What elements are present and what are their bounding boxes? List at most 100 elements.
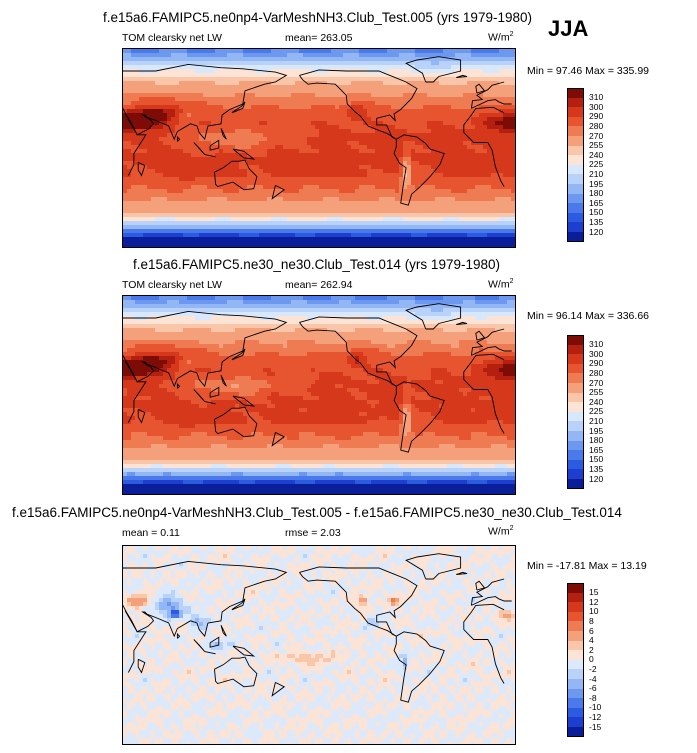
map-cell	[187, 125, 192, 130]
map-cell	[171, 89, 176, 94]
map-cell	[391, 189, 396, 194]
map-cell	[235, 109, 240, 114]
map-cell	[315, 169, 320, 174]
map-cell	[295, 85, 300, 90]
map-cell	[395, 125, 400, 130]
map-cell	[127, 193, 132, 198]
map-cell	[195, 101, 200, 106]
map-cell	[503, 61, 508, 66]
map-cell	[347, 185, 352, 190]
map-cell	[159, 237, 164, 242]
map-cell	[199, 105, 204, 110]
map-cell	[251, 201, 256, 206]
map-cell	[351, 81, 356, 86]
map-cell	[435, 125, 440, 130]
map-cell	[143, 97, 148, 102]
map-cell	[291, 221, 296, 226]
map-cell	[183, 241, 188, 246]
map-cell	[399, 233, 404, 238]
map-cell	[235, 217, 240, 222]
map-cell	[195, 245, 200, 247]
map-cell	[499, 65, 504, 70]
map-cell	[247, 89, 252, 94]
map-cell	[123, 153, 128, 158]
map-cell	[391, 89, 396, 94]
map-cell	[339, 209, 344, 214]
map-cell	[267, 201, 272, 206]
map-cell	[203, 117, 208, 122]
map-cell	[387, 233, 392, 238]
map-cell	[471, 225, 476, 230]
map-cell	[359, 137, 364, 142]
map-cell	[267, 217, 272, 222]
map-cell	[127, 173, 132, 178]
map-cell	[371, 105, 376, 110]
map-cell	[123, 145, 128, 150]
map-cell	[347, 105, 352, 110]
map-cell	[207, 105, 212, 110]
map-cell	[267, 113, 272, 118]
map-cell	[259, 245, 264, 247]
map-cell	[463, 77, 468, 82]
map-cell	[259, 81, 264, 86]
map-cell	[495, 69, 500, 74]
map-cell	[135, 93, 140, 98]
map-cell	[367, 209, 372, 214]
map-cell	[315, 185, 320, 190]
map-cell	[275, 121, 280, 126]
map-cell	[403, 105, 408, 110]
map-cell	[267, 133, 272, 138]
map-cell	[227, 105, 232, 110]
map-cell	[331, 77, 336, 82]
map-cell	[403, 77, 408, 82]
map-cell	[155, 185, 160, 190]
map-cell	[159, 125, 164, 130]
map-cell	[451, 89, 456, 94]
map-cell	[479, 193, 484, 198]
map-cell	[387, 65, 392, 70]
map-cell	[431, 69, 436, 74]
map-cell	[467, 141, 472, 146]
map-cell	[179, 141, 184, 146]
map-cell	[211, 193, 216, 198]
map-cell	[383, 69, 388, 74]
map-cell	[303, 93, 308, 98]
map-cell	[159, 141, 164, 146]
map-cell	[303, 225, 308, 230]
map-cell	[415, 73, 420, 78]
map-cell	[499, 229, 504, 234]
map-cell	[439, 153, 444, 158]
map-cell	[383, 185, 388, 190]
map-cell	[275, 197, 280, 202]
map-cell	[207, 197, 212, 202]
map-cell	[183, 129, 188, 134]
map-cell	[155, 145, 160, 150]
map-cell	[351, 133, 356, 138]
map-cell	[467, 109, 472, 114]
map-cell	[227, 165, 232, 170]
map-cell	[459, 69, 464, 74]
map-cell	[307, 137, 312, 142]
map-cell	[443, 61, 448, 66]
map-cell	[447, 133, 452, 138]
map-cell	[299, 181, 304, 186]
map-cell	[315, 237, 320, 242]
map-cell	[331, 241, 336, 246]
map-cell	[131, 193, 136, 198]
map-cell	[499, 245, 504, 247]
map-cell	[303, 53, 308, 58]
map-cell	[311, 61, 316, 66]
map-cell	[167, 65, 172, 70]
map-cell	[507, 137, 512, 142]
map-cell	[451, 49, 456, 54]
map-cell	[307, 81, 312, 86]
map-cell	[231, 233, 236, 238]
map-cell	[139, 217, 144, 222]
map-cell	[227, 193, 232, 198]
map-cell	[227, 129, 232, 134]
map-cell	[447, 185, 452, 190]
map-cell	[131, 141, 136, 146]
map-cell	[503, 165, 508, 170]
map-cell	[367, 97, 372, 102]
map-cell	[319, 113, 324, 118]
